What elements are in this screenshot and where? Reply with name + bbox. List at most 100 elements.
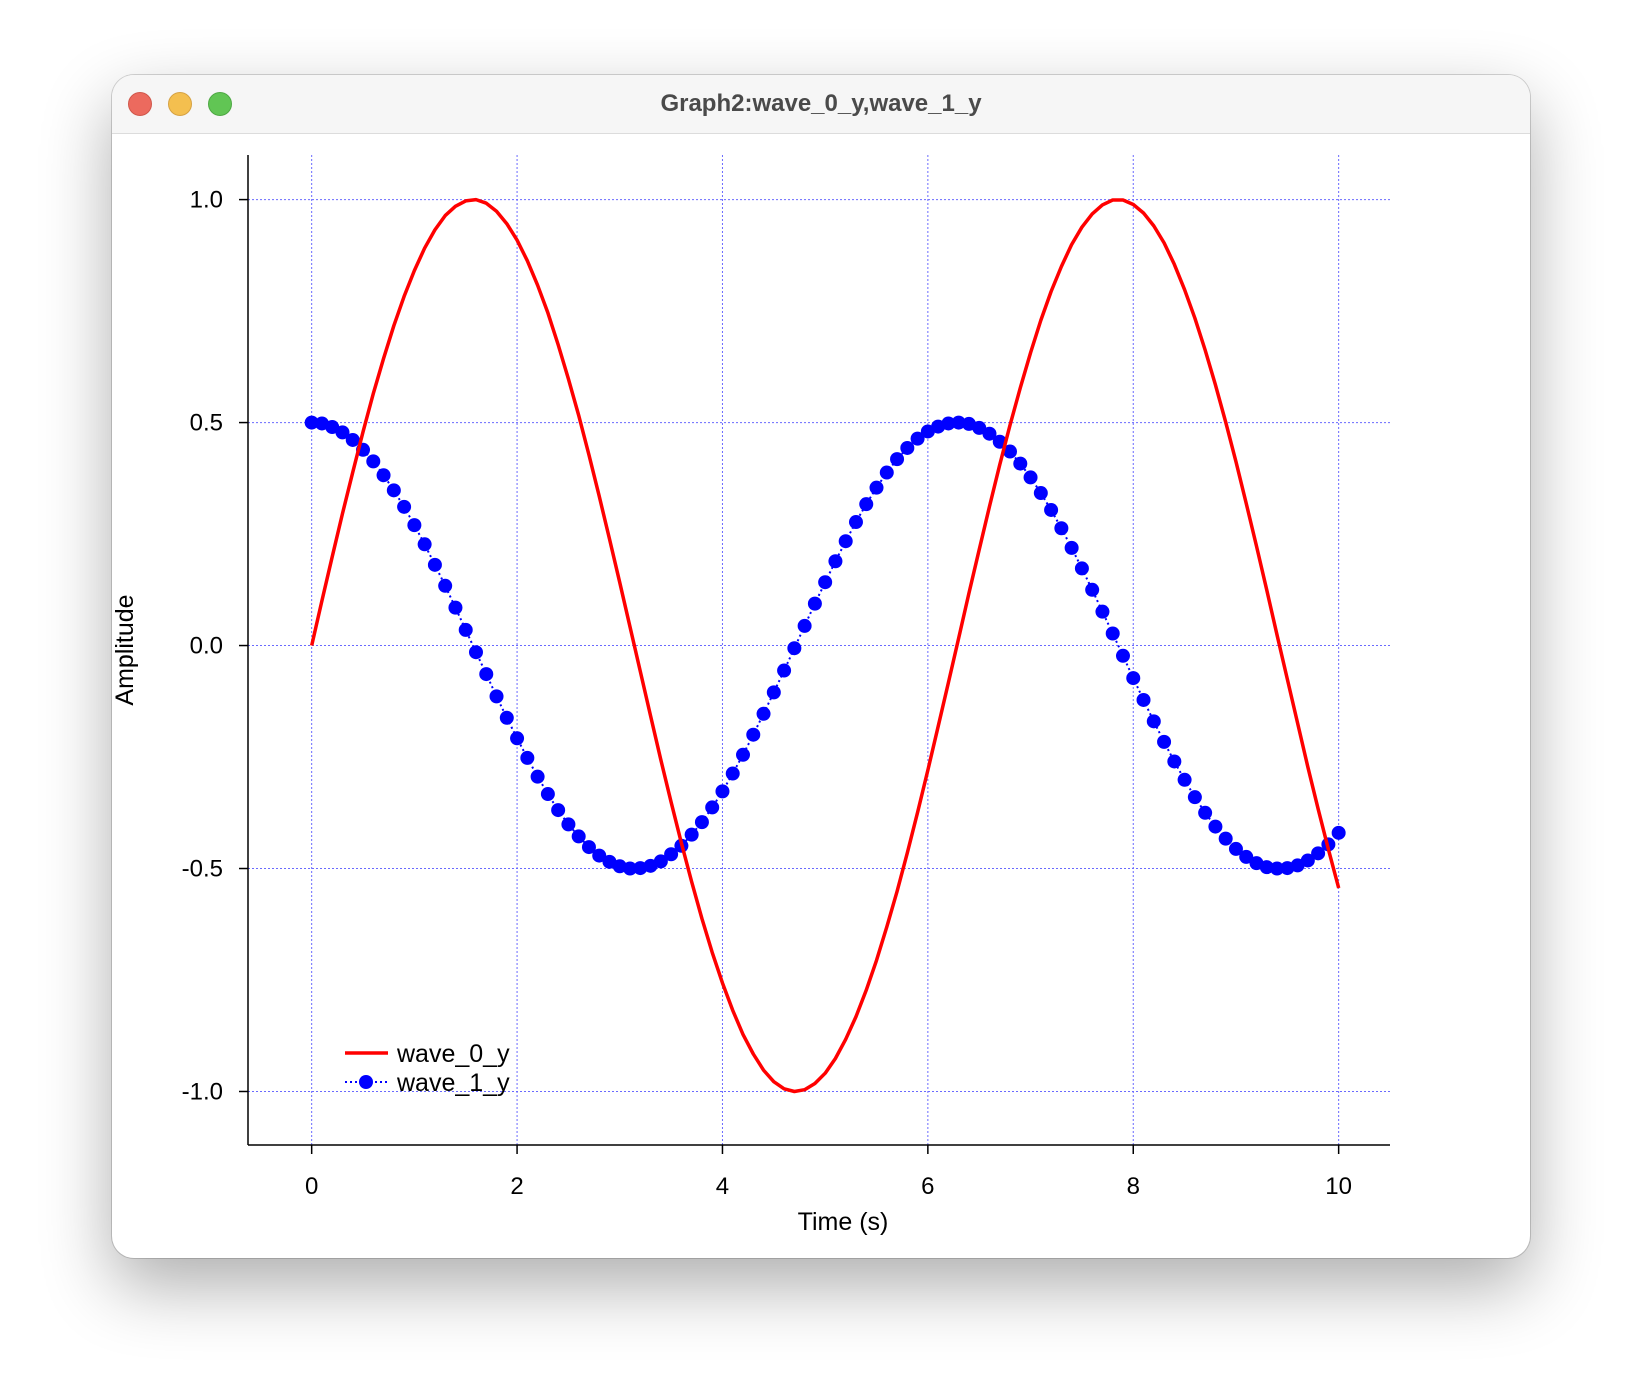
series-wave-1-point (571, 829, 586, 844)
series-wave-1-point (1146, 714, 1161, 729)
minimize-window-button[interactable] (168, 92, 192, 116)
series-wave-1-point (520, 750, 535, 765)
x-tick-label: 4 (716, 1173, 729, 1200)
series-wave-1-point (1208, 819, 1223, 834)
axes-layer: 0 2 4 6 8 10 1.0 0.5 0.0 -0.5 -1.0 Time (s) Amplitud… (112, 155, 1390, 1236)
y-tick-label: 1.0 (190, 187, 223, 214)
series-wave-1-point (1167, 754, 1182, 769)
series-wave-1-point (1033, 486, 1048, 501)
series-wave-1-point (910, 431, 925, 446)
series-wave-1-point (1177, 772, 1192, 787)
series-wave-1-point (951, 415, 966, 430)
x-tick-label: 2 (510, 1173, 523, 1200)
series-wave-1-point (756, 706, 771, 721)
series-wave-1-point (335, 425, 350, 440)
x-tick-label: 0 (305, 1173, 318, 1200)
series-wave-1-point (376, 468, 391, 483)
series-wave-1-point (407, 518, 422, 533)
series-wave-1-point (499, 710, 514, 725)
legend-label-wave-1: wave_1_y (396, 1069, 510, 1097)
series-wave-1-point (468, 645, 483, 660)
series-wave-1-point (581, 840, 596, 855)
series-wave-1-point (1187, 790, 1202, 805)
close-window-button[interactable] (128, 92, 152, 116)
legend-label-wave-0: wave_0_y (396, 1040, 510, 1068)
series-wave-1-point (900, 440, 915, 455)
series-wave-1-point (1126, 671, 1141, 686)
series-wave-1-point (797, 618, 812, 633)
series-wave-1-point (653, 854, 668, 869)
series-wave-1-point (1198, 805, 1213, 820)
series-wave-1-point (397, 499, 412, 514)
series-wave-0-line (309, 197, 1341, 1094)
series-wave-1-point (510, 731, 525, 746)
series-wave-1-point (777, 663, 792, 678)
series-wave-1-point (1115, 648, 1130, 663)
series-wave-1-point (694, 815, 709, 830)
series-wave-1-point (848, 515, 863, 530)
series-wave-1-point (1003, 444, 1018, 459)
series-wave-1-point (417, 537, 432, 552)
series-wave-1-point (972, 420, 987, 435)
series-wave-1-point (1228, 841, 1243, 856)
series-wave-1-point (807, 596, 822, 611)
series-wave-1-point (1023, 470, 1038, 485)
series-wave-1-point (1300, 853, 1315, 868)
series-wave-1-point (1064, 540, 1079, 555)
series-wave-1-point (879, 465, 894, 480)
series-wave-1-point (458, 622, 473, 637)
series-wave-1-point (1136, 692, 1151, 707)
series-wave-1-point (304, 415, 319, 430)
title-bar[interactable]: Graph2:wave_0_y,wave_1_y (112, 75, 1530, 134)
window-title: Graph2:wave_0_y,wave_1_y (660, 90, 982, 117)
x-tick-label: 6 (921, 1173, 934, 1200)
series-wave-1-point (890, 452, 905, 467)
graph-window: Graph2:wave_0_y,wave_1_y 0 2 4 6 8 10 1.0 0.5 0.… (112, 75, 1530, 1258)
y-tick-label: -0.5 (182, 856, 223, 883)
series-wave-1-point (1157, 734, 1172, 749)
series-wave-1-point (386, 483, 401, 498)
series-wave-1-point (818, 575, 833, 590)
x-tick-label: 10 (1325, 1173, 1352, 1200)
series-wave-1-point (941, 416, 956, 431)
series-wave-1-point (479, 667, 494, 682)
series-wave-1-point (1239, 849, 1254, 864)
grid-layer (248, 155, 1390, 1145)
series-wave-1-point (982, 426, 997, 441)
chart-svg: 0 2 4 6 8 10 1.0 0.5 0.0 -0.5 -1.0 Time (s) Amplitud… (112, 155, 1390, 1236)
series-wave-1-point (592, 848, 607, 863)
series-wave-1-point (1074, 561, 1089, 576)
y-tick-label: 0.0 (190, 633, 223, 660)
x-axis-label: Time (s) (798, 1208, 889, 1236)
series-wave-1-point (1054, 521, 1069, 536)
series-wave-1-point (1331, 825, 1346, 840)
series-wave-1-point (725, 766, 740, 781)
series-wave-1-point (705, 800, 720, 815)
plot-area: 0 2 4 6 8 10 1.0 0.5 0.0 -0.5 -1.0 Time (s) Amplitud… (112, 133, 1530, 1258)
series-wave-1-point (684, 827, 699, 842)
series-wave-1-point (736, 747, 751, 762)
series-wave-1-point (1095, 604, 1110, 619)
series-wave-1-point (530, 769, 545, 784)
series-wave-1-point (1218, 831, 1233, 846)
series-wave-1-point (1105, 626, 1120, 641)
y-axis-label: Amplitude (112, 594, 139, 705)
y-tick-label: -1.0 (182, 1078, 223, 1105)
series-wave-1-point (1311, 846, 1326, 861)
series-wave-1-point (448, 600, 463, 615)
series-wave-1-point (1085, 582, 1100, 597)
series-wave-1-point (325, 420, 340, 435)
x-tick-label: 8 (1127, 1173, 1140, 1200)
series-wave-1-point (1259, 860, 1274, 875)
series-wave-1-point (438, 578, 453, 593)
series-wave-1-point (664, 847, 679, 862)
series-wave-1-point (766, 685, 781, 700)
series-wave-1-point (366, 454, 381, 469)
series-wave-1-point (869, 480, 884, 495)
series-wave-1-point (1013, 456, 1028, 471)
zoom-window-button[interactable] (208, 92, 232, 116)
legend-swatch-wave-1-marker (359, 1075, 373, 1089)
series-wave-1-point (715, 784, 730, 799)
series-wave-1-point (746, 727, 761, 742)
